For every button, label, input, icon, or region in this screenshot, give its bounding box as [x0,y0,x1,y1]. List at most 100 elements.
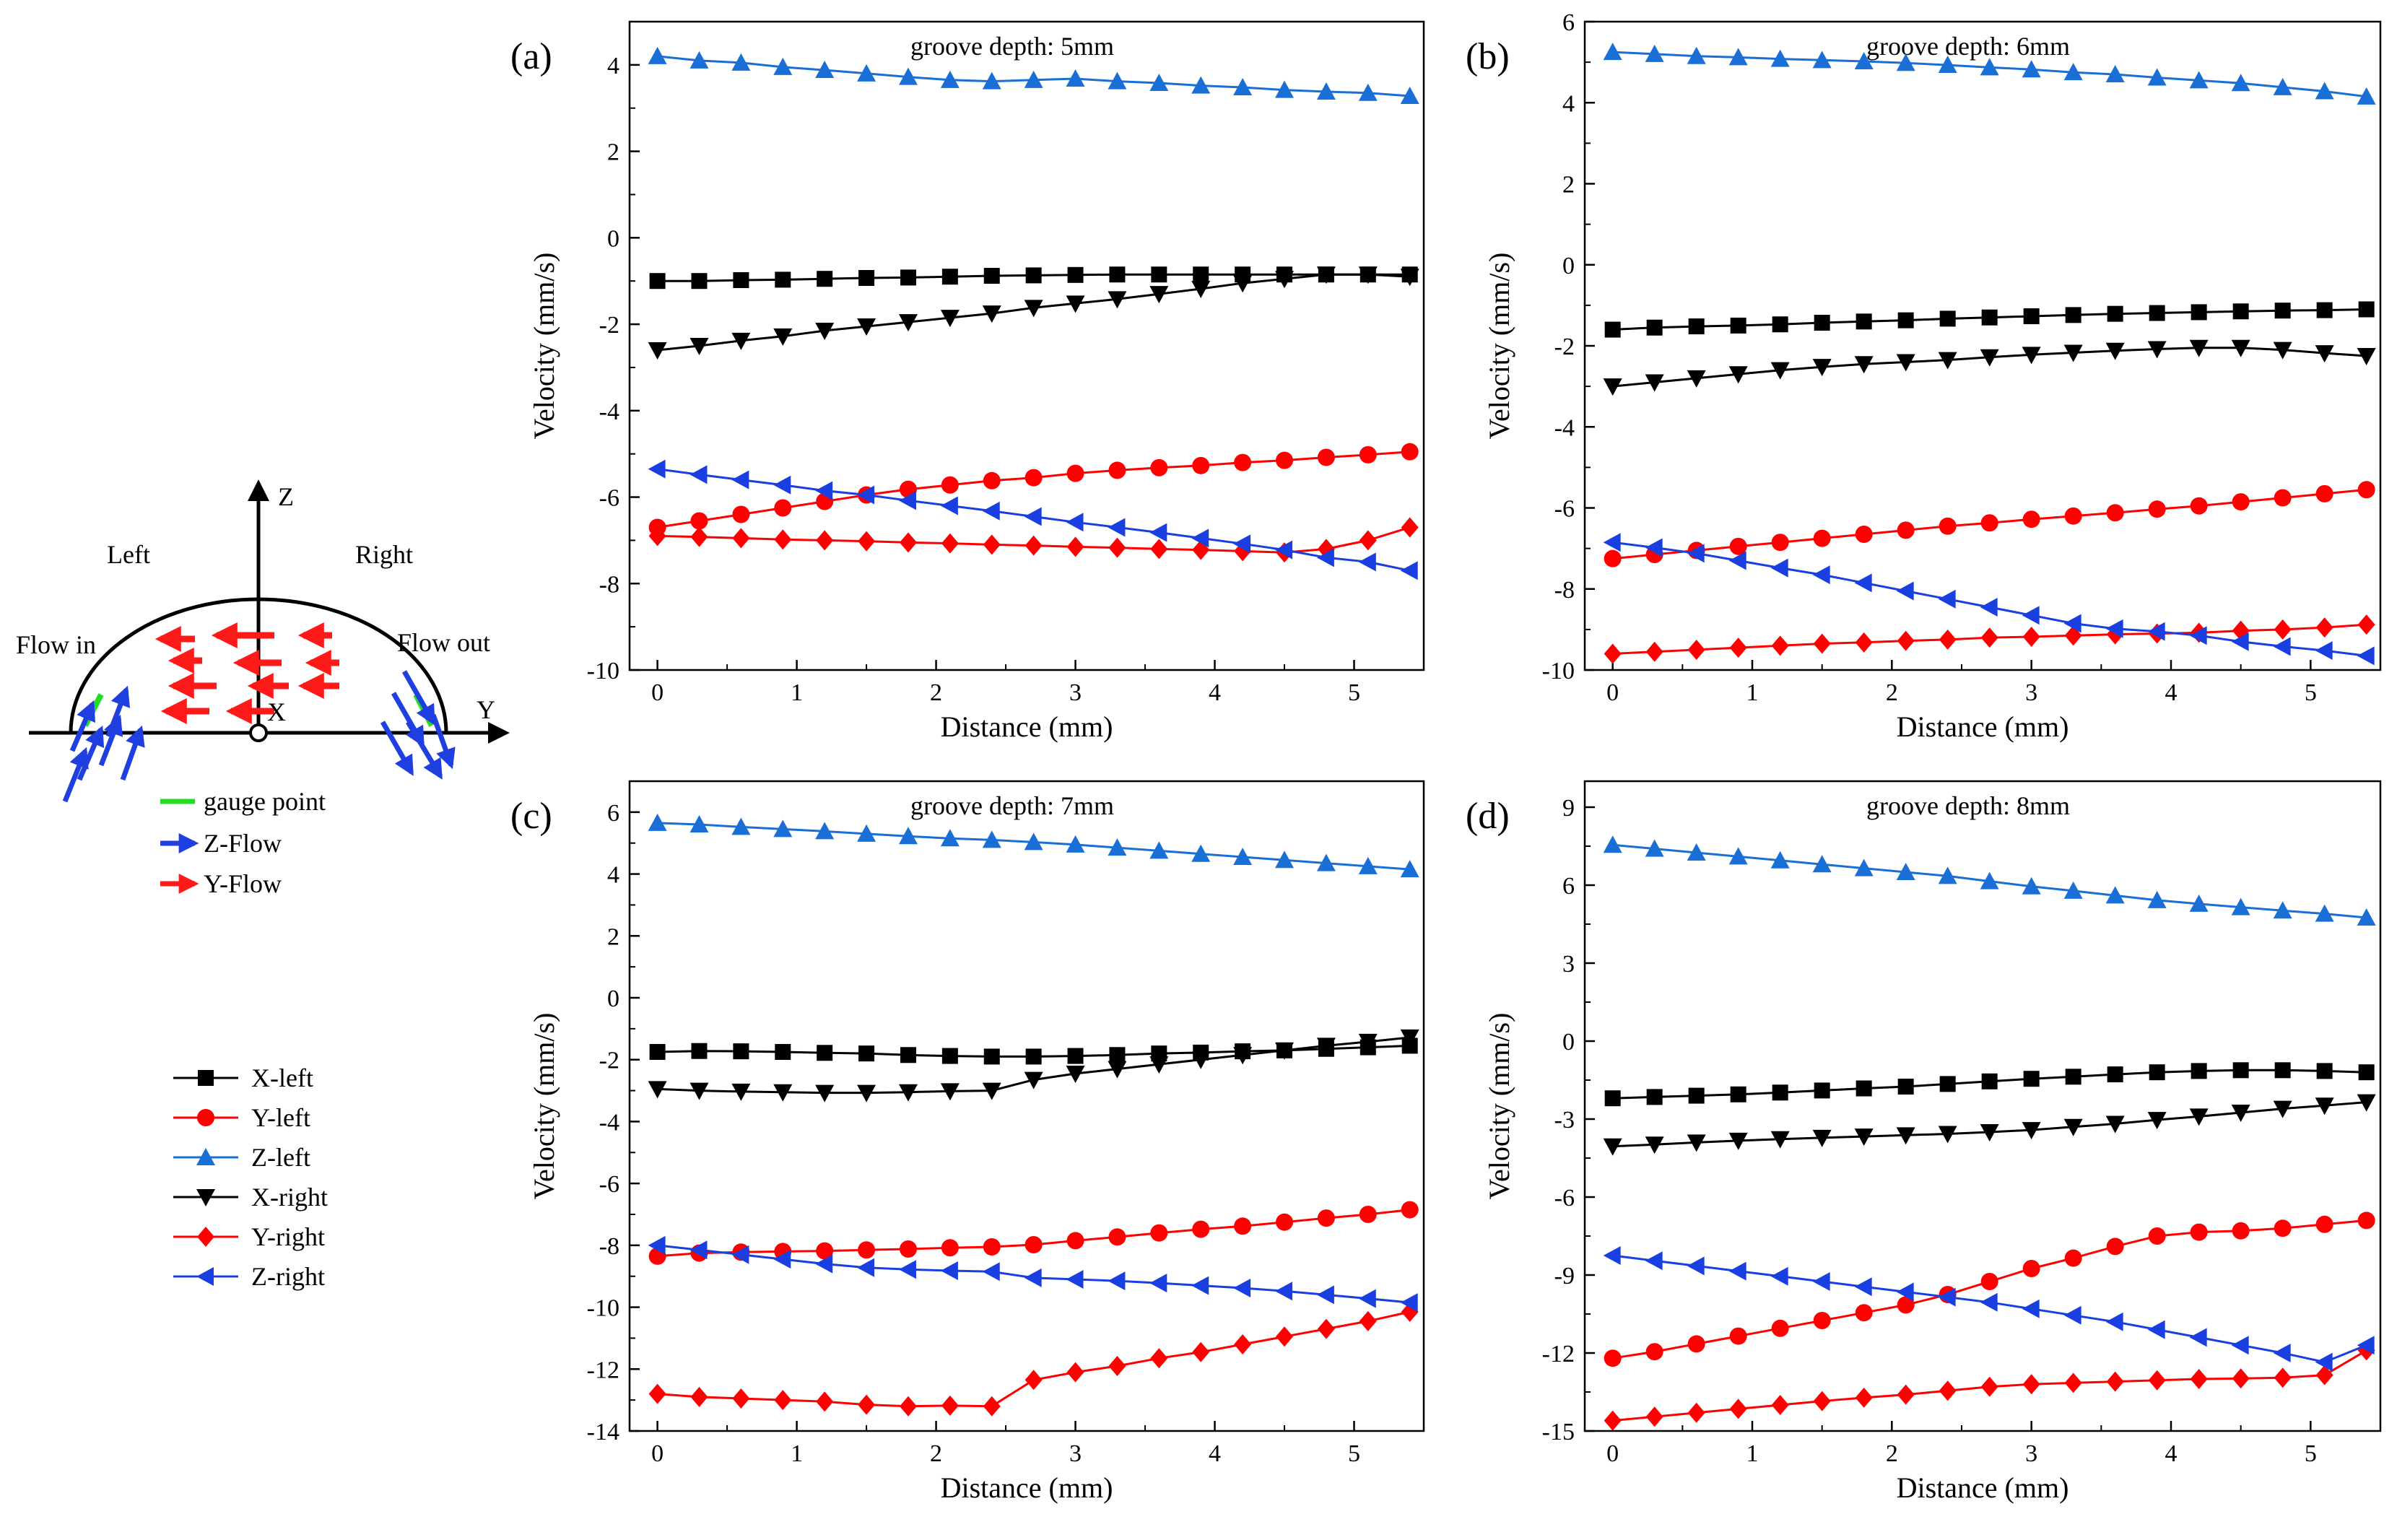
data-point [2189,339,2209,357]
data-point [1854,356,1874,374]
y-tick-label: 6 [1562,873,1575,900]
data-point [2106,504,2124,522]
panel-label: (c) [510,796,552,837]
data-point [2358,1064,2375,1081]
data-point [2149,305,2165,321]
data-point [1025,267,1042,284]
y-tick-label: -15 [1542,1419,1575,1445]
legend-label: Z-right [251,1262,325,1291]
data-point [1024,300,1043,318]
data-point [815,1254,833,1274]
data-point [2063,1118,2083,1136]
data-point [1603,1138,1622,1156]
data-point [1854,858,1874,876]
data-point [2105,886,2125,904]
data-point [1316,1037,1336,1056]
y-tick-label: 0 [1562,253,1575,279]
data-point [1728,551,1746,570]
data-point [1897,1079,1914,1095]
data-point [691,1043,708,1059]
data-point [817,271,833,287]
data-point [2274,1367,2292,1388]
data-point [691,273,708,290]
data-point [1066,835,1085,853]
z-flow-legend-label: Z-Flow [204,829,282,858]
data-point [2315,1352,2333,1372]
data-point [1358,1033,1378,1051]
data-point [941,533,959,554]
data-point [2231,897,2250,915]
data-point [1024,832,1043,851]
series-y-right [1604,1340,2375,1431]
z-flow-arrow [401,670,436,726]
data-point [1938,589,1956,609]
data-point [1812,1129,1832,1147]
data-point [1400,269,1419,287]
data-point [1233,534,1251,554]
data-point [690,512,708,530]
legend-entry: Z-left [173,1143,310,1172]
data-point [2357,1094,2376,1112]
series-y-left [648,443,1419,536]
data-point [2231,1105,2250,1122]
y-tick-label: -10 [587,658,619,684]
data-point [731,470,749,490]
z-flow-arrow [69,700,95,752]
data-point [983,268,1000,284]
data-point [773,57,793,75]
data-point [1729,1327,1747,1345]
data-point [1645,374,1664,392]
data-point [1276,1326,1294,1347]
series-x-right [648,266,1419,360]
y-axis-title: Velocity (mm/s) [1483,253,1515,440]
series-z-right [1603,1246,2375,1372]
y-tick-label: -4 [599,399,619,425]
data-point [689,51,709,69]
y-tick-label: -6 [1554,1185,1575,1211]
data-point [1275,1042,1295,1060]
chart-panel: 6 4 2 0 -2 -4 -6 -8 -10 -12 -14 0 1 2 3 4 5 Distance (mm)… [510,780,1425,1504]
data-point [2358,301,2375,318]
data-point [1896,1282,1914,1302]
data-point [983,1396,1001,1417]
panel-label: (b) [1466,36,1510,77]
legend-marker [196,1148,215,1165]
data-point [1359,1206,1377,1223]
data-point [1770,49,1790,67]
data-point [1812,855,1832,873]
data-point [1401,517,1419,538]
y-axis-label: Y [477,695,495,724]
y-axis-title: Velocity (mm/s) [528,1013,560,1200]
x-tick-label: 0 [1606,679,1619,706]
data-point [2065,307,2081,323]
plot-frame [1583,780,2382,1432]
data-point [1316,82,1336,100]
data-point [774,499,792,517]
data-point [1772,1084,1788,1101]
data-point [1150,458,1168,477]
data-point [1108,1061,1127,1079]
y-tick-label: 0 [607,225,619,252]
data-point [2149,1064,2165,1081]
data-point [2190,1369,2208,1389]
data-point [1981,309,1998,326]
data-point [1980,1376,1998,1397]
data-point [732,1388,750,1409]
data-point [1193,266,1209,283]
data-point [2189,894,2209,912]
data-point [2274,619,2292,640]
data-point [1981,1073,1998,1089]
data-point [1359,1310,1377,1331]
data-point [1980,627,1998,648]
data-point [1192,1220,1210,1238]
data-point [1024,1071,1043,1089]
data-point [1980,514,1998,532]
data-point [982,1262,1000,1282]
data-point [2022,1122,2041,1140]
data-point [1645,1136,1664,1154]
data-point [2357,481,2375,499]
data-point [1939,629,1957,650]
data-point [1233,77,1253,95]
data-point [858,531,876,552]
x-tick-label: 4 [1209,679,1221,706]
